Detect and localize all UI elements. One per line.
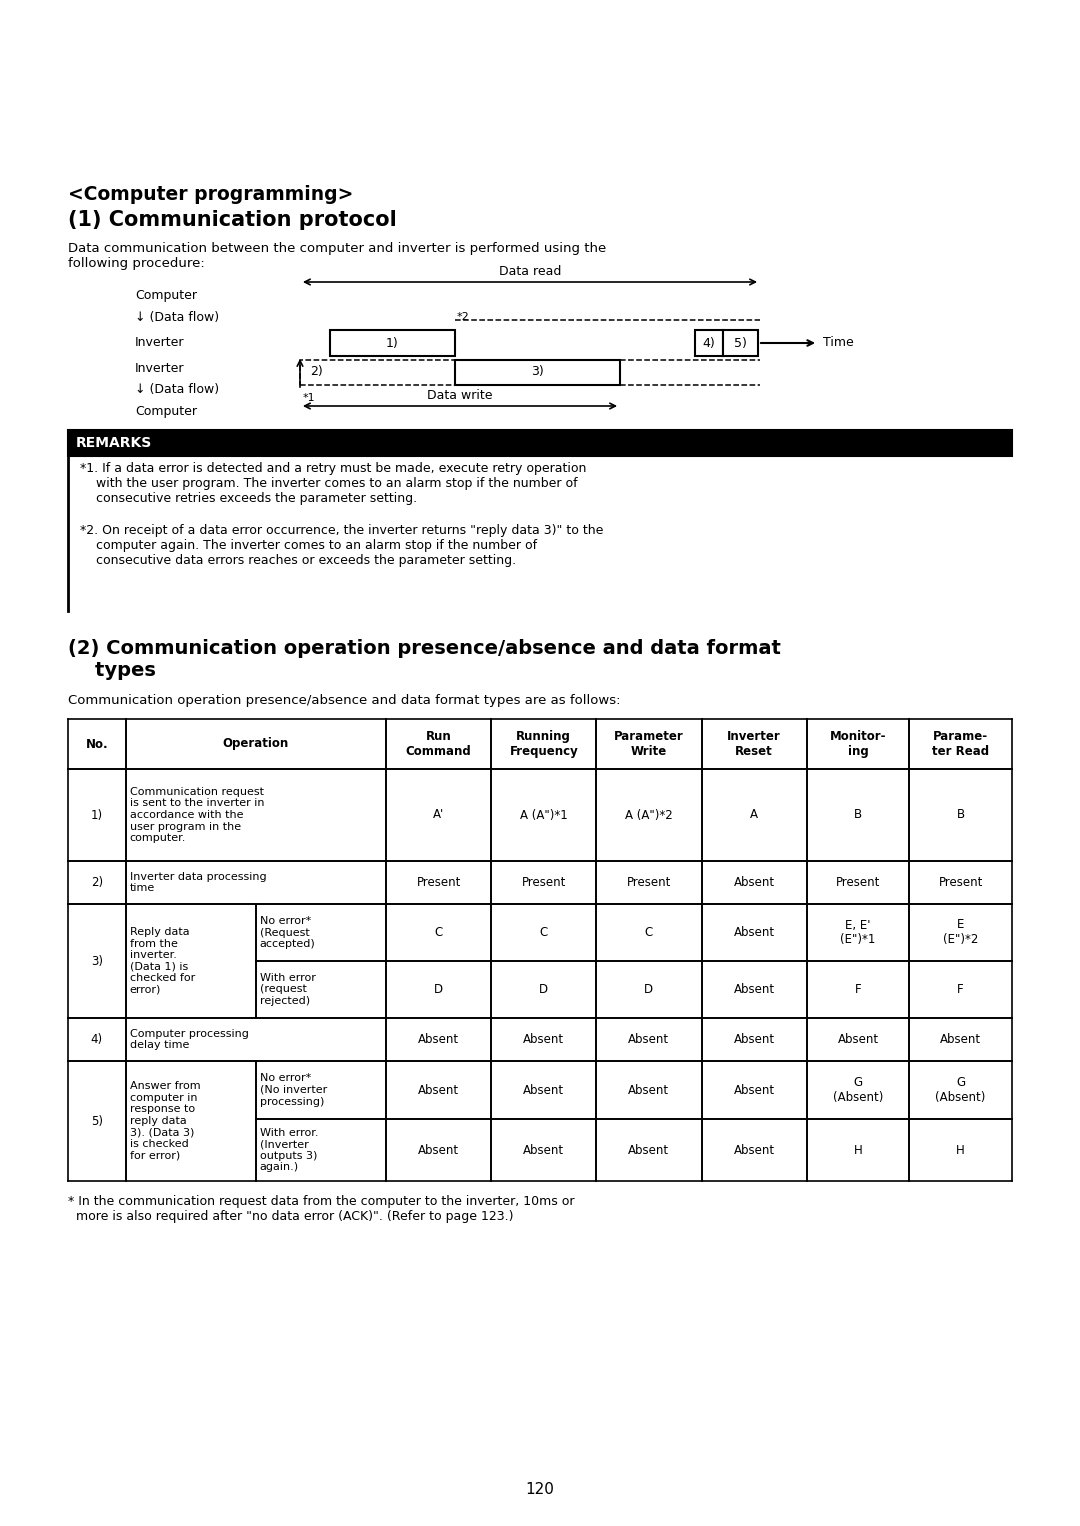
Text: *1: *1 [303,394,315,403]
Text: *1. If a data error is detected and a retry must be made, execute retry operatio: *1. If a data error is detected and a re… [80,462,586,505]
Text: 2): 2) [91,876,103,890]
Text: *2: *2 [457,311,470,322]
Text: Absent: Absent [733,1143,774,1157]
Text: Communication operation presence/absence and data format types are as follows:: Communication operation presence/absence… [68,694,621,707]
Text: Monitor-
ing: Monitor- ing [829,729,887,758]
Text: 4): 4) [91,1033,103,1045]
Text: 3): 3) [91,954,103,967]
Text: 1): 1) [91,809,103,821]
Text: A (A")*2: A (A")*2 [625,809,673,821]
Text: ↓ (Data flow): ↓ (Data flow) [135,383,219,397]
Text: Data write: Data write [428,389,492,401]
Text: ↓ (Data flow): ↓ (Data flow) [135,311,219,325]
Text: Present: Present [836,876,880,890]
Text: 5): 5) [733,337,746,349]
Text: Absent: Absent [523,1033,565,1045]
Text: Computer processing
delay time: Computer processing delay time [130,1029,248,1050]
Text: No.: No. [85,737,108,751]
Text: A': A' [433,809,444,821]
Text: Absent: Absent [523,1143,565,1157]
Text: 2): 2) [310,366,323,378]
Bar [696,330,723,356]
Text: Data communication between the computer and inverter is performed using the
foll: Data communication between the computer … [68,243,606,270]
Text: Inverter: Inverter [135,336,185,348]
Text: Inverter
Reset: Inverter Reset [727,729,781,758]
Text: Absent: Absent [418,1143,459,1157]
Text: Absent: Absent [733,876,774,890]
Text: * In the communication request data from the computer to the inverter, 10ms or
 : * In the communication request data from… [68,1195,575,1222]
Text: Run
Command: Run Command [406,729,472,758]
Text: D: D [434,983,443,996]
Text: Reply data
from the
inverter.
(Data 1) is
checked for
error): Reply data from the inverter. (Data 1) i… [130,926,194,995]
Text: G
(Absent): G (Absent) [935,1076,986,1103]
Text: Absent: Absent [629,1143,670,1157]
Text: E, E'
(E")*1: E, E' (E")*1 [840,919,876,946]
Text: No error*
(Request
accepted): No error* (Request accepted) [260,916,315,949]
Text: Absent: Absent [629,1033,670,1045]
Text: With error.
(Inverter
outputs 3)
again.): With error. (Inverter outputs 3) again.) [260,1128,319,1172]
Text: Parame-
ter Read: Parame- ter Read [932,729,989,758]
Text: Absent: Absent [418,1083,459,1097]
Text: B: B [854,809,862,821]
Text: Parameter
Write: Parameter Write [615,729,684,758]
Text: Present: Present [522,876,566,890]
Text: (1) Communication protocol: (1) Communication protocol [68,211,396,230]
Text: <Computer programming>: <Computer programming> [68,185,353,204]
Text: Running
Frequency: Running Frequency [510,729,578,758]
Text: D: D [645,983,653,996]
Text: (2) Communication operation presence/absence and data format
    types: (2) Communication operation presence/abs… [68,639,781,681]
Text: 120: 120 [526,1482,554,1497]
Text: D: D [539,983,549,996]
Text: C: C [645,926,653,938]
Text: 3): 3) [530,366,543,378]
Text: 5): 5) [91,1114,103,1128]
Text: Absent: Absent [418,1033,459,1045]
Text: C: C [434,926,443,938]
Bar [330,330,455,356]
Text: Inverter: Inverter [135,362,185,374]
Text: G
(Absent): G (Absent) [833,1076,883,1103]
Text: Present: Present [626,876,671,890]
Text: With error
(request
rejected): With error (request rejected) [260,974,315,1006]
Text: Absent: Absent [733,1033,774,1045]
Text: Absent: Absent [523,1083,565,1097]
Text: No error*
(No inverter
processing): No error* (No inverter processing) [260,1073,327,1106]
Text: E
(E")*2: E (E")*2 [943,919,978,946]
Text: Absent: Absent [629,1083,670,1097]
Bar [723,330,758,356]
Text: H: H [853,1143,863,1157]
Text: Communication request
is sent to the inverter in
accordance with the
user progra: Communication request is sent to the inv… [130,787,265,844]
Text: A (A")*1: A (A")*1 [519,809,568,821]
Text: Absent: Absent [940,1033,982,1045]
Text: Absent: Absent [733,983,774,996]
Text: *2. On receipt of a data error occurrence, the inverter returns "reply data 3)" : *2. On receipt of a data error occurrenc… [80,523,604,568]
Text: B: B [957,809,964,821]
Text: Inverter data processing
time: Inverter data processing time [130,871,266,893]
Text: Absent: Absent [733,1083,774,1097]
Text: Absent: Absent [733,926,774,938]
Text: REMARKS: REMARKS [76,436,152,450]
Text: F: F [957,983,964,996]
Text: 4): 4) [703,337,715,349]
Text: Data read: Data read [499,266,562,278]
Text: Present: Present [417,876,461,890]
Text: Time: Time [823,337,854,349]
Text: Computer: Computer [135,406,197,418]
Text: C: C [540,926,548,938]
Text: Operation: Operation [222,737,289,751]
Text: Computer: Computer [135,288,197,302]
Text: H: H [956,1143,966,1157]
Text: 1): 1) [386,337,399,349]
Bar [68,430,1012,456]
Text: A: A [751,809,758,821]
Text: Answer from
computer in
response to
reply data
3). (Data 3)
is checked
for error: Answer from computer in response to repl… [130,1082,200,1161]
Text: Absent: Absent [837,1033,878,1045]
Text: F: F [854,983,862,996]
Bar [455,360,620,385]
Bar [300,360,455,385]
Text: Present: Present [939,876,983,890]
